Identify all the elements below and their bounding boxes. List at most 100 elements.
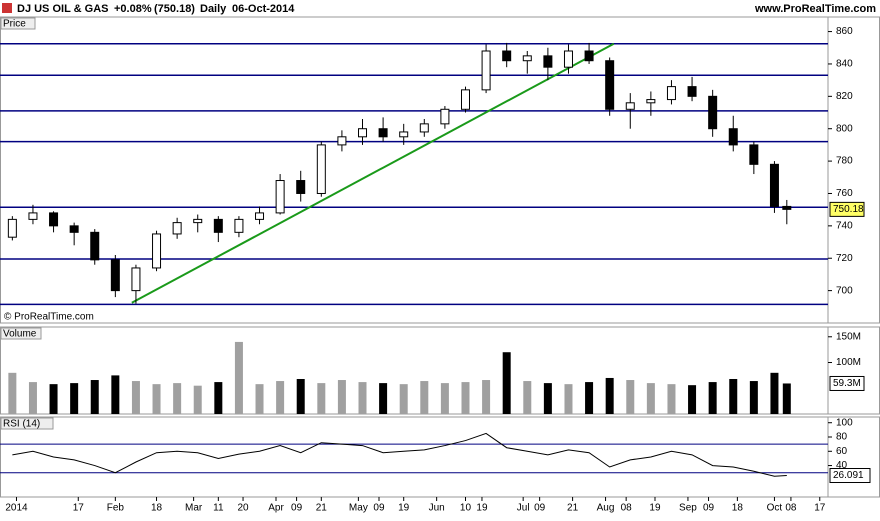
- candle-body: [460, 89, 470, 110]
- volume-bar: [90, 380, 99, 414]
- x-tick-label: Jun: [429, 503, 445, 514]
- y-tick-label: 820: [836, 91, 853, 102]
- y-tick-label: 80: [836, 432, 848, 443]
- y-tick-label: 760: [836, 188, 853, 199]
- x-tick-label: 17: [814, 503, 826, 514]
- candle-body: [90, 231, 100, 261]
- x-tick-label: 18: [151, 503, 163, 514]
- candle-body: [255, 212, 265, 220]
- last-price-box: [829, 201, 865, 217]
- volume-bar: [317, 383, 326, 414]
- volume-last-box: [829, 375, 865, 391]
- x-tick-label: May: [349, 503, 368, 514]
- candle-body: [728, 128, 738, 146]
- x-tick-label: Jul: [517, 503, 530, 514]
- date: 06-Oct-2014: [232, 3, 295, 15]
- candle-body: [337, 136, 347, 146]
- volume-bar: [688, 385, 697, 414]
- volume-bar: [605, 377, 614, 414]
- volume-bar: [770, 372, 779, 414]
- x-tick-label: 10: [460, 503, 472, 514]
- volume-bar: [379, 383, 388, 414]
- volume-bar: [564, 384, 573, 414]
- volume-bar: [214, 382, 223, 414]
- candle-body: [316, 144, 326, 194]
- candle-body: [193, 218, 203, 224]
- change: +0.08%: [114, 3, 152, 15]
- candle-body: [749, 144, 759, 165]
- website: www.ProRealTime.com: [754, 3, 876, 15]
- volume-bar: [234, 341, 243, 414]
- y-tick-label: 60: [836, 446, 848, 457]
- x-tick-label: 20: [237, 503, 249, 514]
- y-tick-label: 840: [836, 59, 853, 70]
- candle-body: [584, 50, 594, 62]
- rsi-line: [12, 432, 787, 477]
- candle-body: [69, 225, 79, 233]
- x-tick-label: 18: [732, 503, 744, 514]
- volume-bar: [49, 384, 58, 414]
- y-tick-label: 700: [836, 285, 853, 296]
- candle-body: [296, 180, 306, 194]
- instrument: DJ US OIL & GAS: [17, 3, 108, 15]
- volume-bar: [337, 380, 346, 414]
- candle-body: [522, 55, 532, 62]
- volume-bar: [646, 383, 655, 414]
- candle-body: [769, 163, 779, 207]
- x-tick-label: 19: [649, 503, 661, 514]
- x-tick-label: 17: [73, 503, 85, 514]
- candle-body: [543, 55, 553, 68]
- y-tick-label: 100: [836, 417, 853, 428]
- volume-bar: [131, 381, 140, 414]
- candle-body: [213, 218, 223, 233]
- candle-body: [687, 86, 697, 97]
- volume-bar: [70, 383, 79, 414]
- interval: Daily: [200, 3, 227, 15]
- candle-body: [782, 205, 792, 210]
- x-tick-label: 09: [373, 503, 385, 514]
- volume-bar: [152, 384, 161, 414]
- panel-label-box: [0, 327, 42, 340]
- volume-bar: [708, 382, 717, 414]
- panel-label: Volume: [3, 329, 37, 340]
- y-tick-label: 100M: [836, 357, 861, 368]
- x-tick-label: 19: [398, 503, 410, 514]
- y-tick-label: 860: [836, 26, 853, 37]
- volume-last-label: 59.3M: [833, 378, 861, 389]
- candle-body: [563, 50, 573, 68]
- x-tick-label: Sep: [679, 503, 697, 514]
- candle-body: [419, 123, 429, 133]
- volume-bar: [173, 383, 182, 414]
- candle-body: [646, 99, 656, 104]
- volume-bar: [420, 381, 429, 414]
- volume-bar: [626, 380, 635, 414]
- candle-body: [666, 86, 676, 101]
- volume-bar: [543, 383, 552, 414]
- volume-bar: [28, 382, 37, 414]
- volume-bar: [502, 352, 511, 414]
- last-price-label: 750.18: [833, 204, 864, 215]
- candle-body: [358, 128, 368, 138]
- volume-bar: [399, 384, 408, 414]
- x-tick-label: 21: [567, 503, 579, 514]
- candle-body: [49, 212, 59, 227]
- trend-line: [131, 42, 615, 304]
- x-tick-label: 08: [785, 503, 797, 514]
- x-tick-label: 08: [621, 503, 633, 514]
- candle-body: [110, 259, 120, 292]
- volume-bar: [440, 383, 449, 414]
- y-tick-label: 40: [836, 460, 848, 471]
- price: (750.18): [154, 3, 195, 15]
- volume-bar: [482, 380, 491, 414]
- x-tick-label: Feb: [107, 503, 125, 514]
- x-tick-label: Apr: [268, 503, 284, 514]
- candle-body: [481, 50, 491, 91]
- candle-body: [7, 218, 17, 238]
- x-tick-label: 09: [291, 503, 303, 514]
- x-tick-label: 09: [534, 503, 546, 514]
- x-tick-label: 09: [703, 503, 715, 514]
- candle-body: [502, 50, 512, 62]
- x-tick-label: Oct: [767, 503, 783, 514]
